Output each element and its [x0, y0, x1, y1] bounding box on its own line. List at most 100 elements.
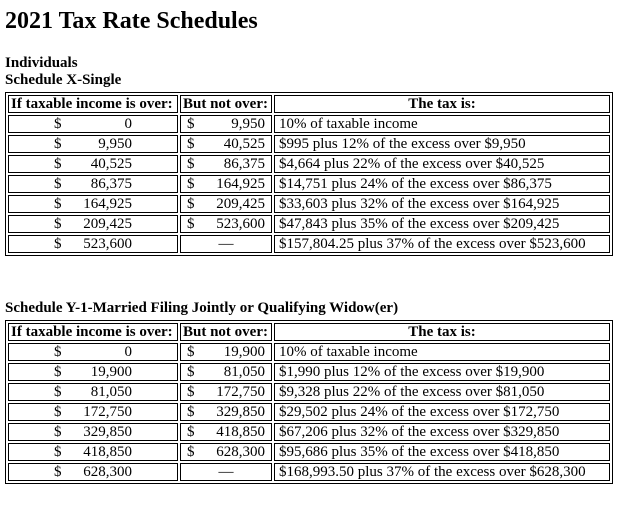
over-cell: $19,900 — [8, 363, 178, 381]
over-amount: 172,750 — [83, 404, 132, 420]
not-over-cell: $81,050 — [180, 363, 272, 381]
not-over-amount-group: $628,300 — [187, 444, 265, 460]
tax-cell: $168,993.50 plus 37% of the excess over … — [274, 463, 610, 481]
no-upper-limit-dash: — — [218, 464, 234, 480]
table-body: $0 $9,950 10% of taxable income $9,950 $… — [8, 115, 610, 253]
dollar-sign: $ — [54, 116, 62, 132]
not-over-amount: 86,375 — [223, 156, 265, 172]
not-over-amount-group: $523,600 — [187, 216, 265, 232]
over-amount: 329,850 — [83, 424, 132, 440]
tax-cell: $33,603 plus 32% of the excess over $164… — [274, 195, 610, 213]
over-cell: $0 — [8, 343, 178, 361]
header-the-tax-is: The tax is: — [274, 95, 610, 113]
schedule-heading: Schedule Y-1-Married Filing Jointly or Q… — [5, 300, 399, 316]
tax-cell: $29,502 plus 24% of the excess over $172… — [274, 403, 610, 421]
not-over-amount: 19,900 — [223, 344, 265, 360]
dollar-sign: $ — [54, 384, 62, 400]
over-amount: 0 — [124, 344, 133, 360]
not-over-amount: 523,600 — [216, 216, 265, 232]
dollar-sign: $ — [54, 424, 62, 440]
over-amount: 81,050 — [90, 384, 132, 400]
document-page: 2021 Tax Rate Schedules Individuals Sche… — [5, 8, 636, 484]
over-cell: $628,300 — [8, 463, 178, 481]
over-cell: $86,375 — [8, 175, 178, 193]
dollar-sign: $ — [187, 444, 195, 460]
not-over-amount-group: $172,750 — [187, 384, 265, 400]
over-cell: $523,600 — [8, 235, 178, 253]
table-body: $0 $19,900 10% of taxable income $19,900… — [8, 343, 610, 481]
tax-bracket-row: $0 $19,900 10% of taxable income — [8, 343, 610, 361]
dollar-sign: $ — [187, 384, 195, 400]
tax-bracket-row: $19,900 $81,050 $1,990 plus 12% of the e… — [8, 363, 610, 381]
tax-bracket-row: $164,925 $209,425 $33,603 plus 32% of th… — [8, 195, 610, 213]
dollar-sign: $ — [54, 196, 62, 212]
tax-bracket-row: $9,950 $40,525 $995 plus 12% of the exce… — [8, 135, 610, 153]
not-over-cell: $40,525 — [180, 135, 272, 153]
dollar-sign: $ — [187, 404, 195, 420]
not-over-cell: — — [180, 463, 272, 481]
over-amount-group: $40,525 — [54, 156, 132, 172]
over-amount: 628,300 — [83, 464, 132, 480]
dollar-sign: $ — [54, 464, 62, 480]
tax-bracket-row: $86,375 $164,925 $14,751 plus 24% of the… — [8, 175, 610, 193]
over-amount-group: $628,300 — [54, 464, 132, 480]
not-over-amount: 9,950 — [231, 116, 265, 132]
over-cell: $81,050 — [8, 383, 178, 401]
over-cell: $164,925 — [8, 195, 178, 213]
not-over-amount-group: $418,850 — [187, 424, 265, 440]
not-over-amount-group: $164,925 — [187, 176, 265, 192]
schedule-heading: Schedule X-Single — [5, 72, 122, 88]
tax-cell: $9,328 plus 22% of the excess over $81,0… — [274, 383, 610, 401]
over-amount: 19,900 — [90, 364, 132, 380]
dollar-sign: $ — [54, 216, 62, 232]
over-amount-group: $523,600 — [54, 236, 132, 252]
tax-cell: 10% of taxable income — [274, 115, 610, 133]
dollar-sign: $ — [187, 344, 195, 360]
over-amount-group: $19,900 — [54, 364, 132, 380]
header-the-tax-is: The tax is: — [274, 323, 610, 341]
over-amount-group: $0 — [54, 116, 132, 132]
not-over-amount: 172,750 — [216, 384, 265, 400]
page-title: 2021 Tax Rate Schedules — [5, 8, 258, 34]
over-amount: 86,375 — [90, 176, 132, 192]
tax-rate-table: If taxable income is over: But not over:… — [5, 320, 613, 484]
schedules-container: Schedule X-Single If taxable income is o… — [5, 72, 636, 484]
tax-bracket-row: $172,750 $329,850 $29,502 plus 24% of th… — [8, 403, 610, 421]
not-over-amount-group: $81,050 — [187, 364, 265, 380]
tax-bracket-row: $209,425 $523,600 $47,843 plus 35% of th… — [8, 215, 610, 233]
header-if-taxable-income-over: If taxable income is over: — [8, 95, 178, 113]
tax-bracket-row: $418,850 $628,300 $95,686 plus 35% of th… — [8, 443, 610, 461]
not-over-cell: $9,950 — [180, 115, 272, 133]
table-header-row: If taxable income is over: But not over:… — [8, 95, 610, 113]
dollar-sign: $ — [54, 344, 62, 360]
over-amount-group: $418,850 — [54, 444, 132, 460]
header-but-not-over: But not over: — [180, 323, 272, 341]
not-over-cell: $628,300 — [180, 443, 272, 461]
tax-bracket-row: $40,525 $86,375 $4,664 plus 22% of the e… — [8, 155, 610, 173]
dollar-sign: $ — [187, 364, 195, 380]
not-over-cell: $418,850 — [180, 423, 272, 441]
not-over-cell: $86,375 — [180, 155, 272, 173]
dollar-sign: $ — [187, 216, 195, 232]
dollar-sign: $ — [187, 424, 195, 440]
tax-bracket-row: $523,600 — $157,804.25 plus 37% of the e… — [8, 235, 610, 253]
tax-bracket-row: $81,050 $172,750 $9,328 plus 22% of the … — [8, 383, 610, 401]
over-amount: 0 — [124, 116, 133, 132]
dollar-sign: $ — [54, 364, 62, 380]
tax-cell: $47,843 plus 35% of the excess over $209… — [274, 215, 610, 233]
over-cell: $329,850 — [8, 423, 178, 441]
tax-rate-table: If taxable income is over: But not over:… — [5, 92, 613, 256]
tax-cell: $14,751 plus 24% of the excess over $86,… — [274, 175, 610, 193]
dollar-sign: $ — [187, 176, 195, 192]
over-amount: 164,925 — [83, 196, 132, 212]
individuals-label: Individuals — [5, 55, 78, 71]
schedule-section: Schedule Y-1-Married Filing Jointly or Q… — [5, 300, 636, 484]
tax-cell: $1,990 plus 12% of the excess over $19,9… — [274, 363, 610, 381]
not-over-amount: 40,525 — [223, 136, 265, 152]
dollar-sign: $ — [187, 136, 195, 152]
over-amount-group: $329,850 — [54, 424, 132, 440]
dollar-sign: $ — [54, 136, 62, 152]
no-upper-limit-dash: — — [218, 236, 234, 252]
over-amount-group: $164,925 — [54, 196, 132, 212]
tax-cell: $995 plus 12% of the excess over $9,950 — [274, 135, 610, 153]
